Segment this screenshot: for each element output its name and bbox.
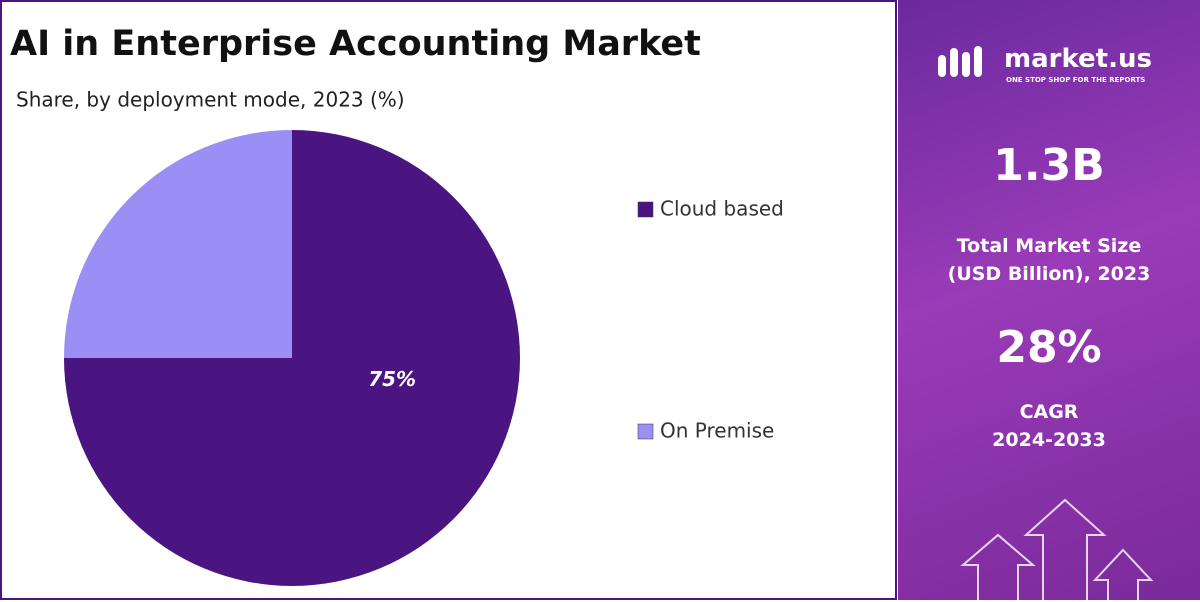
stat-label: (USD Billion), 2023 <box>947 263 1151 285</box>
legend-swatch <box>637 423 654 440</box>
tagline: ONE STOP SHOP FOR THE REPORTS <box>1006 76 1146 84</box>
chart: AI in Enterprise Accounting Market Share… <box>10 24 784 586</box>
logo-icon <box>938 46 982 77</box>
brand: market.us <box>1004 44 1152 74</box>
pie-slice <box>64 130 292 358</box>
chart-card: AI in Enterprise Accounting Market Share… <box>0 0 897 600</box>
decoration <box>938 46 1154 600</box>
chart-subtitle: Share, by deployment mode, 2023 (%) <box>16 88 405 112</box>
stat-value: 28% <box>996 322 1102 373</box>
side-panel: market.us ONE STOP SHOP FOR THE REPORTS … <box>898 0 1200 600</box>
stat-label: CAGR <box>1019 401 1079 423</box>
legend-label: Cloud based <box>660 197 784 221</box>
data-label: 75% <box>368 367 416 391</box>
legend-swatch <box>637 201 654 218</box>
stat-label: Total Market Size <box>956 235 1142 257</box>
chart-title: AI in Enterprise Accounting Market <box>10 24 701 64</box>
stat-value: 1.3B <box>993 140 1105 191</box>
arrows <box>960 498 1154 600</box>
legend-label: On Premise <box>660 419 774 443</box>
stat-label: 2024-2033 <box>992 429 1106 451</box>
